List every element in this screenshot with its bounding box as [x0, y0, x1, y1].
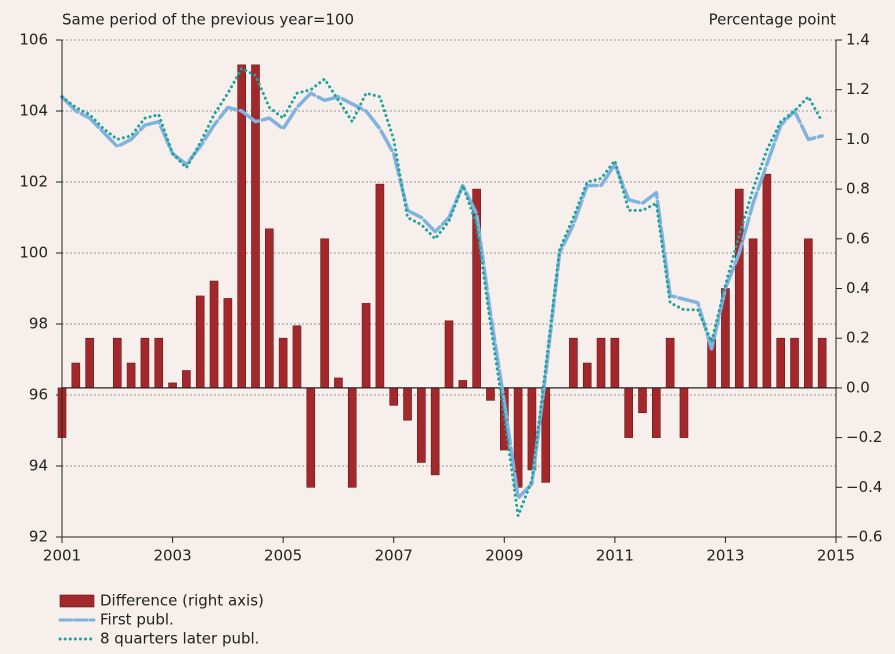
y2-tick-label: −0.6	[846, 528, 882, 546]
bar	[223, 298, 233, 389]
legend-label: 8 quarters later publ.	[100, 630, 259, 648]
bar	[182, 370, 191, 389]
y2-tick-label: 0.2	[846, 329, 870, 347]
bar	[140, 337, 150, 389]
bar	[458, 380, 468, 389]
bar	[195, 295, 205, 389]
bar	[306, 387, 316, 488]
x-tick-label: 2013	[706, 547, 744, 565]
x-tick-label: 2009	[485, 547, 523, 565]
bar	[444, 320, 454, 389]
bar	[817, 337, 827, 389]
bar	[638, 387, 647, 414]
bar	[347, 387, 357, 488]
bar	[624, 387, 633, 438]
y2-tick-label: 0.6	[846, 229, 870, 247]
y-tick-label: 98	[29, 315, 48, 333]
x-tick-label: 2003	[153, 547, 191, 565]
bar	[762, 173, 772, 389]
bar	[320, 238, 329, 389]
y2-axis-label: Percentage point	[709, 11, 837, 29]
bar	[403, 387, 412, 421]
bar	[278, 337, 288, 389]
y-tick-label: 92	[29, 528, 48, 546]
bar	[265, 228, 274, 389]
bar	[652, 387, 661, 438]
y-tick-label: 102	[19, 173, 48, 191]
bar	[85, 337, 94, 389]
bar	[389, 387, 399, 406]
bar	[804, 238, 813, 389]
bar	[748, 238, 758, 389]
y-tick-label: 96	[29, 386, 48, 404]
bar	[209, 280, 219, 389]
y2-tick-label: 0.0	[846, 378, 870, 396]
y2-tick-label: −0.4	[846, 478, 882, 496]
bar	[486, 387, 495, 401]
legend-swatch	[59, 594, 95, 608]
y2-tick-label: 0.8	[846, 180, 870, 198]
y2-tick-label: 1.4	[846, 31, 870, 49]
bar	[168, 382, 177, 389]
bar	[375, 183, 385, 389]
bar	[734, 188, 744, 389]
bar	[112, 337, 122, 389]
x-tick-label: 2001	[43, 547, 81, 565]
bar	[569, 337, 578, 389]
y-axis-label: Same period of the previous year=100	[62, 11, 354, 29]
bar	[334, 377, 343, 389]
bar	[417, 387, 426, 463]
y2-tick-label: 1.0	[846, 130, 870, 148]
bar	[582, 362, 592, 389]
y-tick-label: 100	[19, 244, 48, 262]
bar	[361, 303, 371, 389]
x-tick-label: 2015	[817, 547, 855, 565]
x-tick-label: 2007	[375, 547, 413, 565]
y2-tick-label: 1.2	[846, 80, 870, 98]
x-tick-label: 2011	[596, 547, 634, 565]
bar	[126, 362, 136, 389]
bar	[430, 387, 440, 476]
legend-label: Difference (right axis)	[100, 592, 264, 610]
y-tick-label: 104	[19, 102, 48, 120]
bar	[292, 325, 302, 389]
bar	[679, 387, 689, 438]
y2-tick-label: −0.2	[846, 428, 882, 446]
bar	[790, 337, 799, 389]
bar	[776, 337, 786, 389]
bar	[610, 337, 620, 389]
line	[60, 66, 824, 518]
bar	[665, 337, 675, 389]
bar	[596, 337, 606, 389]
y-tick-label: 94	[29, 457, 48, 475]
bar	[71, 362, 81, 389]
bar	[154, 337, 164, 389]
x-tick-label: 2005	[264, 547, 302, 565]
y-tick-label: 106	[19, 31, 48, 49]
legend-label: First publ.	[100, 611, 174, 629]
y2-tick-label: 0.4	[846, 279, 870, 297]
bar	[251, 64, 260, 389]
